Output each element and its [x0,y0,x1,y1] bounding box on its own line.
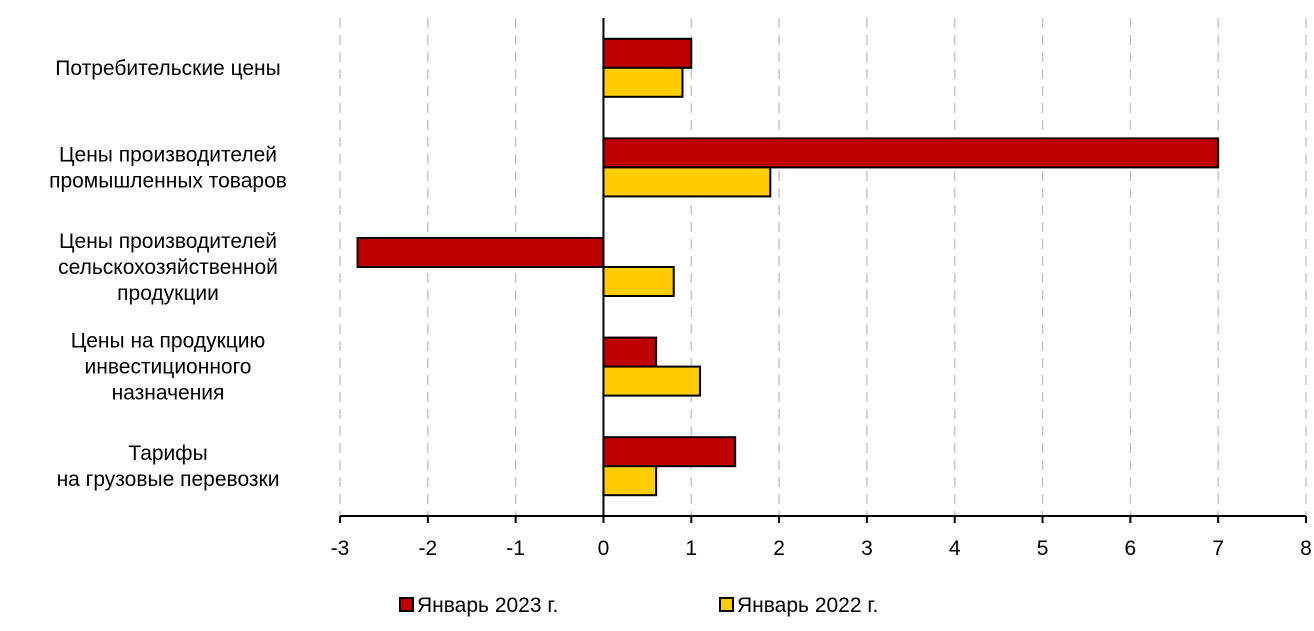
x-tick-label: 2 [773,537,785,560]
bar-series-1 [602,137,1220,169]
x-tick-label: 7 [1212,537,1224,560]
axes [339,18,1307,523]
legend-swatch [399,597,414,612]
legend-label: Январь 2022 г. [737,594,878,617]
legend-swatch [719,597,734,612]
bars [356,37,1220,497]
category-label: Цены производителей [59,230,277,253]
x-tick-label: 3 [861,537,873,560]
bar-series-2 [602,266,675,297]
bar-series-2 [602,166,772,198]
bar-series-1 [356,237,605,268]
bar-series-1 [602,436,737,468]
category-label: продукции [117,282,219,305]
category-label: Цены производителей [59,143,277,166]
x-tick-label: -2 [418,537,437,560]
x-tick-label: 1 [685,537,697,560]
x-tick-label: 6 [1125,537,1137,560]
legend-label: Январь 2023 г. [417,594,558,617]
x-tick-label: -1 [506,537,525,560]
bar-series-2 [602,365,702,397]
category-labels: Потребительские цены Цены производителей п… [49,57,287,491]
bar-series-2 [602,66,684,98]
category-label: Цены на продукцию [71,330,266,353]
category-label: назначения [112,382,225,405]
grid-lines [339,18,1307,516]
category-label: промышленных товаров [49,169,287,192]
x-tick-labels: -3 -2 -1 0 1 2 3 4 5 6 7 8 [331,537,1312,560]
bar-series-2 [602,465,658,497]
bar-series-1 [602,37,693,69]
bar-series-1 [602,336,658,368]
category-label: Тарифы [128,442,207,465]
x-tick-label: -3 [331,537,350,560]
x-tick-label: 0 [598,537,610,560]
legend: Январь 2023 г. Январь 2022 г. [399,594,878,617]
category-label: сельскохозяйственной [58,256,278,279]
category-label: на грузовые перевозки [57,468,280,491]
x-tick-label: 4 [949,537,961,560]
category-label: инвестиционного [85,356,252,379]
x-tick-label: 5 [1037,537,1049,560]
category-label: Потребительские цены [55,57,280,80]
x-tick-label: 8 [1300,537,1312,560]
